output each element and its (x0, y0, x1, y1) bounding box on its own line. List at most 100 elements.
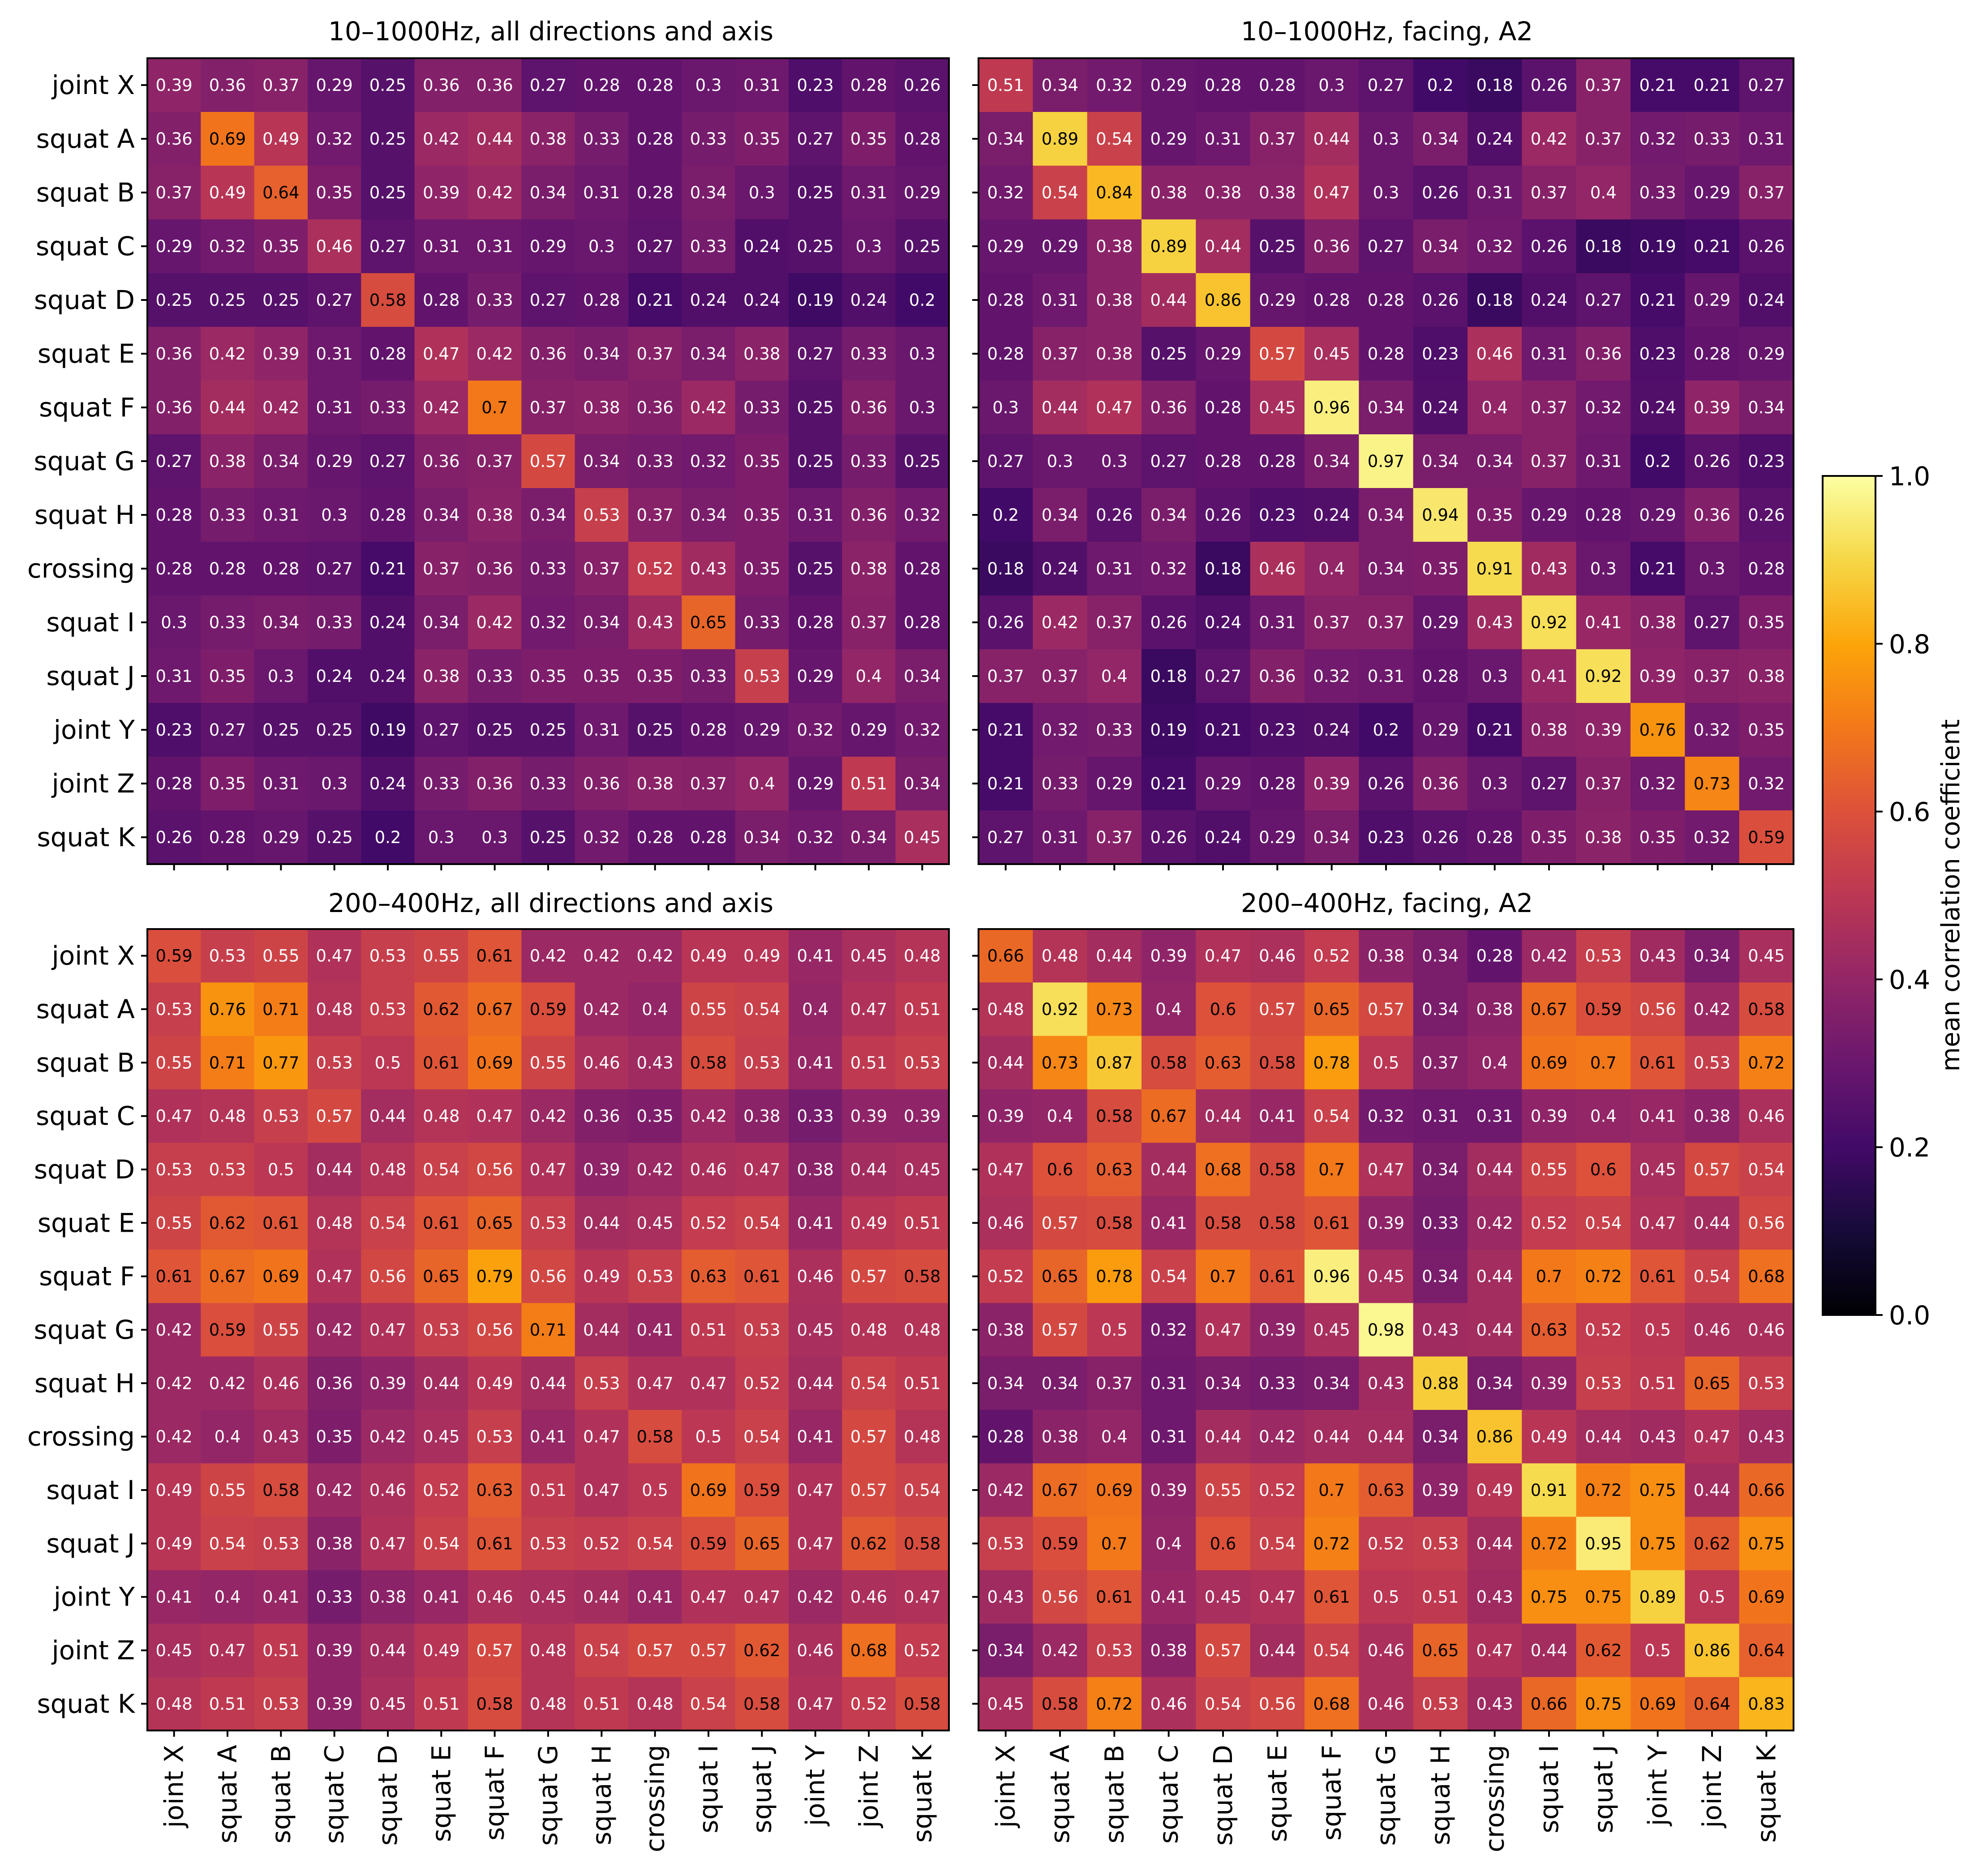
cell-value-label: 0.3 (695, 76, 722, 95)
heatmap-cell (735, 810, 789, 865)
cell-value-label: 0.34 (583, 613, 620, 632)
cell-value-label: 0.54 (850, 1374, 887, 1393)
heatmap-cell (1359, 112, 1414, 166)
heatmap-cell (1087, 219, 1142, 274)
heatmap-cell (1196, 595, 1251, 650)
heatmap-cell (895, 982, 949, 1037)
heatmap-cell (1685, 810, 1740, 865)
heatmap-cell (1413, 434, 1468, 488)
y-tick-label: squat F (39, 1261, 135, 1292)
heatmap-cell (1468, 757, 1522, 811)
heatmap-cell (789, 273, 842, 327)
cell-value-label: 0.44 (1096, 947, 1133, 966)
cell-value-label: 0.55 (423, 947, 459, 966)
heatmap-cell (735, 1089, 789, 1143)
cell-value-label: 0.36 (155, 129, 192, 149)
heatmap-cell (1631, 166, 1685, 220)
cell-value-label: 0.46 (797, 1267, 833, 1286)
heatmap-cell (1359, 434, 1414, 488)
cell-value-label: 0.51 (209, 1694, 246, 1713)
cell-value-label: 0.42 (209, 344, 246, 364)
heatmap-cell (308, 542, 361, 596)
cell-value-label: 0.75 (1748, 1534, 1785, 1553)
heatmap-cell (575, 381, 629, 435)
cell-value-label: 0.6 (1590, 1160, 1617, 1179)
cell-value-label: 0.3 (428, 828, 455, 847)
cell-value-label: 0.34 (1422, 1160, 1459, 1179)
heatmap-cell (1685, 542, 1740, 596)
heatmap-cell (468, 1036, 522, 1090)
heatmap-cell (308, 757, 361, 811)
cell-value-label: 0.39 (316, 1694, 352, 1713)
cell-value-label: 0.38 (636, 774, 673, 793)
heatmap-cell (1250, 112, 1305, 166)
cell-value-label: 0.44 (583, 1213, 620, 1233)
cell-value-label: 0.52 (1368, 1534, 1404, 1553)
cell-value-label: 0.29 (1150, 76, 1187, 95)
cell-value-label: 0.53 (904, 1053, 940, 1072)
y-tick-label: joint Z (51, 1635, 135, 1666)
heatmap-cell (361, 488, 415, 542)
heatmap-cell (682, 929, 736, 983)
cell-value-label: 0.58 (636, 1427, 673, 1447)
cell-value-label: 0.32 (583, 828, 620, 847)
cell-value-label: 0.7 (1536, 1267, 1562, 1286)
heatmap-cell (1576, 434, 1631, 488)
heatmap-cell (1033, 219, 1088, 274)
cell-value-label: 0.76 (1639, 720, 1676, 740)
heatmap-cell (682, 649, 736, 703)
cell-value-label: 0.34 (1694, 947, 1730, 966)
heatmap-cell (842, 595, 896, 650)
heatmap-cell (414, 219, 468, 274)
heatmap-cell (789, 929, 842, 983)
cell-value-label: 0.57 (1694, 1160, 1730, 1179)
x-tick-label: squat J (747, 1745, 777, 1833)
heatmap-cell (1087, 810, 1142, 865)
cell-value-label: 0.24 (1042, 559, 1078, 578)
cell-value-label: 0.51 (850, 774, 887, 793)
heatmap-cell (1141, 381, 1196, 435)
heatmap-cell (361, 381, 415, 435)
heatmap-cell (414, 982, 468, 1037)
cell-value-label: 0.4 (749, 774, 775, 793)
heatmap-cell (1250, 327, 1305, 381)
cell-value-label: 0.18 (1150, 667, 1187, 686)
cell-value-label: 0.24 (1422, 398, 1459, 417)
cell-value-label: 0.84 (1096, 183, 1133, 202)
colorbar-gradient (1822, 475, 1876, 1316)
heatmap-cell (895, 58, 949, 112)
cell-value-label: 0.47 (316, 947, 352, 966)
cell-value-label: 0.29 (316, 76, 352, 95)
cell-value-label: 0.27 (1694, 613, 1730, 632)
heatmap-cell (1576, 703, 1631, 757)
heatmap-cell (575, 595, 629, 650)
cell-value-label: 0.27 (316, 559, 352, 578)
heatmap-cell (1522, 381, 1577, 435)
cell-value-label: 0.25 (369, 129, 406, 149)
cell-value-label: 0.34 (1422, 129, 1459, 149)
cell-value-label: 0.47 (743, 1160, 780, 1179)
heatmap-cell (1196, 273, 1251, 327)
cell-value-label: 0.42 (530, 947, 566, 966)
cell-value-label: 0.54 (690, 1694, 727, 1713)
cell-value-label: 0.59 (1748, 828, 1785, 847)
heatmap-cell (682, 327, 736, 381)
cell-value-label: 0.34 (904, 667, 940, 686)
heatmap-cell (201, 327, 255, 381)
cell-value-label: 0.44 (583, 1320, 620, 1340)
cell-value-label: 0.42 (636, 1160, 673, 1179)
heatmap-cell (1305, 58, 1359, 112)
cell-value-label: 0.62 (850, 1534, 887, 1553)
cell-value-label: 0.61 (1259, 1267, 1296, 1286)
heatmap-cell (1413, 649, 1468, 703)
heatmap-cell (1033, 166, 1088, 220)
heatmap-cell (842, 1089, 896, 1143)
cell-value-label: 0.34 (530, 505, 566, 525)
cell-value-label: 0.57 (1259, 1000, 1296, 1019)
cell-value-label: 0.37 (530, 398, 566, 417)
cell-value-label: 0.28 (155, 559, 192, 578)
heatmap-cell (361, 1036, 415, 1090)
x-tick-label: squat A (212, 1745, 243, 1844)
heatmap-cell (361, 219, 415, 274)
heatmap-cell (308, 982, 361, 1037)
